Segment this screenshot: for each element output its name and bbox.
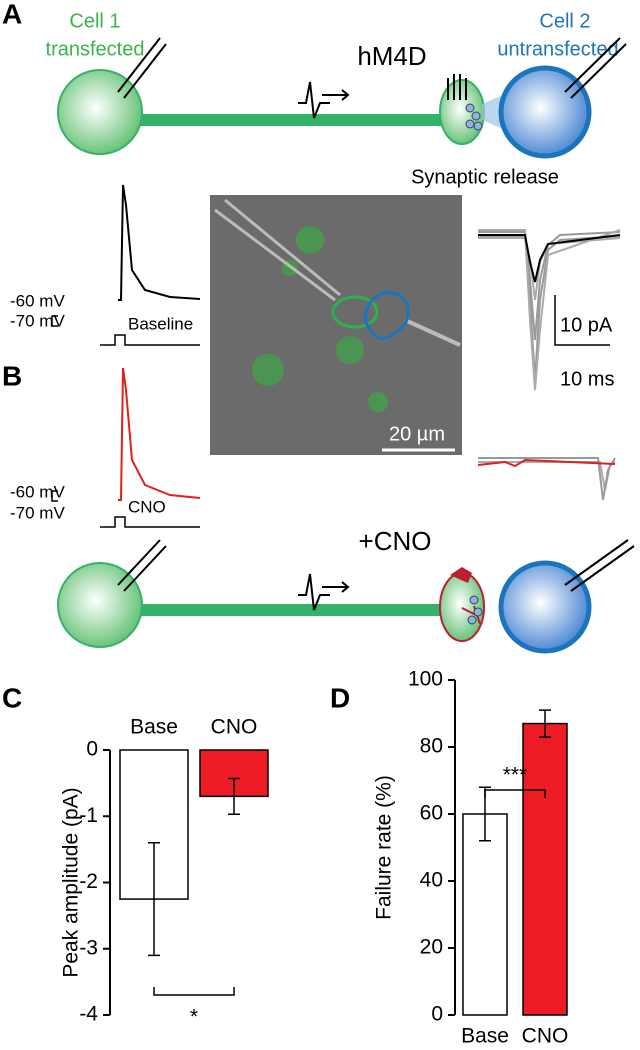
x-tick-label: Base: [461, 1025, 509, 1048]
diagram-b: +CNO: [57, 526, 635, 654]
error-bar: [148, 842, 160, 957]
axon: [138, 114, 448, 126]
pipette: [214, 198, 341, 302]
diagram-a: Cell 1 transfected Cell 2 untransfected …: [46, 10, 627, 188]
scale-label: 20 µm: [389, 423, 445, 445]
cell-label: Cell 2: [539, 10, 590, 32]
significance: ***: [503, 764, 528, 787]
y-axis-label: Failure rate (%): [373, 775, 396, 920]
y-tick-label: 60: [420, 802, 443, 825]
panel-label: D: [330, 682, 350, 713]
traces-b: -60 mV -70 mV CNO: [10, 367, 201, 528]
cell-label: Cell 1: [69, 10, 120, 32]
condition-label: Baseline: [128, 314, 193, 333]
x-tick-label: Base: [130, 716, 178, 739]
error-bar: [228, 777, 240, 816]
pipette: [564, 539, 635, 592]
x-tick-label: CNO: [211, 716, 258, 739]
voltage-trace: [118, 184, 201, 301]
error-bar: [539, 709, 551, 738]
cell-state: untransfected: [497, 38, 618, 60]
cell: [57, 562, 143, 648]
release-label: Synaptic release: [411, 166, 559, 188]
cell: [57, 69, 143, 155]
y-tick-label: 80: [420, 735, 443, 758]
receptor-icon: [447, 74, 467, 100]
scale-label: 10 ms: [560, 368, 614, 390]
y-tick-label: 40: [420, 869, 443, 892]
pipette: [117, 37, 167, 99]
y-tick-label: -2: [79, 870, 98, 893]
panel-label: B: [2, 360, 22, 391]
pipette: [404, 318, 461, 347]
terminal: [439, 572, 485, 642]
cell: [498, 560, 592, 654]
bar: [462, 813, 508, 1016]
bar: [522, 722, 568, 1016]
y-tick-label: -3: [79, 936, 98, 959]
cno-icon: [450, 567, 472, 583]
step: [100, 334, 200, 346]
x-tick-label: CNO: [522, 1025, 569, 1048]
drug-label: +CNO: [359, 526, 432, 556]
bracket: [51, 490, 58, 502]
receptor-label: hM4D: [357, 41, 426, 71]
voltage-label: -60 mV: [10, 291, 65, 310]
pipette: [564, 37, 627, 99]
significance: *: [190, 1006, 198, 1029]
y-tick-label: -1: [79, 804, 98, 827]
pipette: [117, 539, 167, 592]
outline: [364, 291, 410, 340]
y-axis-label: Peak amplitude (pA): [60, 787, 83, 977]
cell-state: transfected: [46, 38, 145, 60]
voltage-label: -70 mV: [10, 503, 65, 522]
spike-icon: [298, 573, 350, 611]
y-tick-label: 20: [420, 936, 443, 959]
outline: [331, 295, 379, 329]
panel-label: C: [2, 682, 22, 713]
y-tick-label: 100: [408, 668, 443, 691]
step: [100, 516, 200, 528]
significance-bracket: [153, 987, 235, 996]
y-tick-label: -4: [79, 1003, 98, 1026]
scale-label: 10 pA: [560, 314, 613, 336]
voltage-label: -60 mV: [10, 482, 65, 501]
voltage-trace: [118, 367, 201, 501]
epsc-traces: [477, 229, 621, 501]
panel-label: A: [2, 0, 22, 29]
axon: [138, 604, 448, 616]
voltage-label: -70 mV: [10, 311, 65, 330]
traces-a: -60 mV -70 mV Baseline: [10, 184, 201, 346]
y-tick-label: 0: [431, 1003, 443, 1026]
bracket: [51, 315, 58, 327]
significance-bracket: [484, 789, 546, 798]
micrograph: 20 µm: [210, 195, 462, 455]
y-tick-label: 0: [86, 738, 98, 761]
condition-label: CNO: [128, 497, 166, 516]
spike-icon: [298, 81, 350, 119]
